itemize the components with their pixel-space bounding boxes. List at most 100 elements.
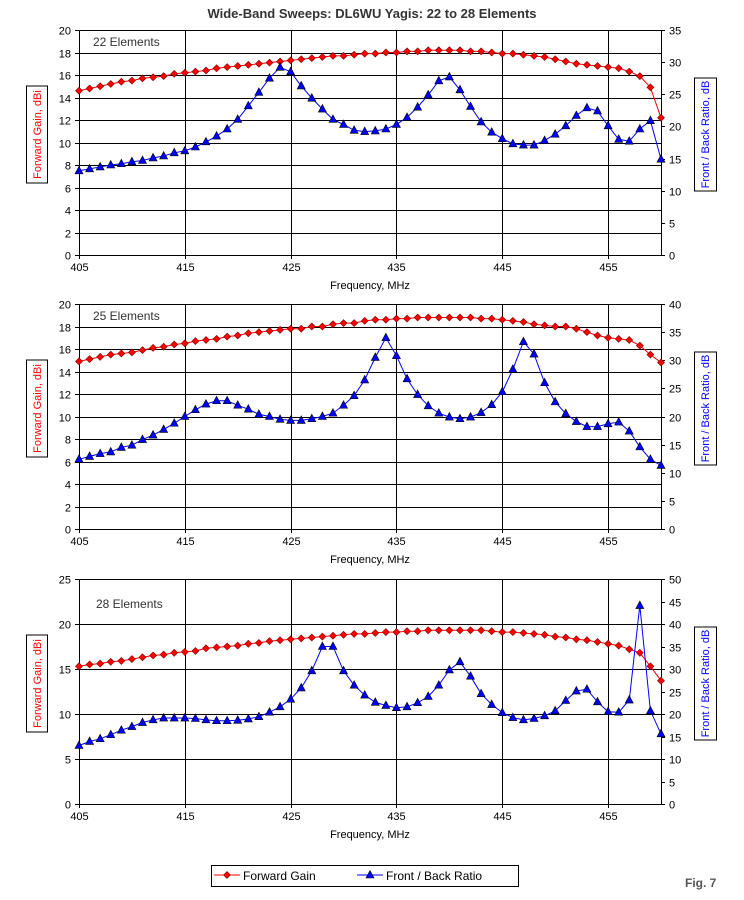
- y-left-tick-label: 0: [65, 525, 71, 537]
- data-point-gain: [530, 51, 538, 60]
- data-point-fb: [370, 697, 380, 706]
- y-left-tick-label: 0: [65, 251, 71, 263]
- y-right-tick-label: 20: [669, 122, 681, 134]
- y-right-tick-label: 30: [669, 665, 681, 677]
- data-point-fb: [466, 101, 476, 110]
- y-left-tick-label: 6: [65, 458, 71, 470]
- data-point-gain: [360, 316, 369, 325]
- data-point-gain: [180, 647, 189, 656]
- figure-label: Fig. 7: [685, 876, 717, 890]
- data-point-fb: [243, 713, 253, 723]
- data-point-fb: [529, 348, 539, 358]
- data-point-gain: [413, 47, 422, 56]
- data-point-gain: [117, 656, 126, 665]
- data-point-gain: [424, 46, 433, 55]
- y-right-tick-label: 35: [669, 26, 681, 38]
- data-point-gain: [561, 57, 570, 66]
- chart-panel-1: 0 2 4 6 8 10 12 14 16 18 20 0 5 10 15 20 25 30 35 405 415 425…: [26, 26, 717, 292]
- data-point-fb: [254, 87, 264, 96]
- data-point-gain: [329, 320, 337, 329]
- data-point-fb: [127, 440, 137, 449]
- legend: Forward Gain Front / Back Ratio: [211, 865, 519, 887]
- y-left-tick-label: 10: [59, 710, 71, 722]
- data-point-fb: [508, 364, 518, 373]
- data-point-fb: [582, 421, 592, 430]
- data-point-gain: [159, 342, 168, 351]
- y-left-title-box: [26, 359, 48, 458]
- data-point-gain: [456, 626, 464, 635]
- data-point-gain: [350, 50, 359, 59]
- x-axis-title: Frequency, MHz: [330, 554, 410, 566]
- data-point-gain: [85, 660, 94, 669]
- data-point-gain: [212, 334, 221, 343]
- data-point-fb: [180, 712, 190, 722]
- data-point-fb: [317, 103, 327, 113]
- x-tick-label: 425: [282, 262, 300, 274]
- data-point-gain: [445, 626, 454, 635]
- data-point-gain: [307, 322, 316, 331]
- data-point-gain: [233, 62, 242, 70]
- data-point-fb: [444, 71, 454, 81]
- data-point-fb: [137, 155, 147, 164]
- data-point-gain: [508, 316, 517, 325]
- data-point-fb: [328, 641, 338, 650]
- data-point-gain: [508, 49, 517, 58]
- data-point-fb: [381, 700, 391, 709]
- data-point-fb: [413, 697, 423, 707]
- data-point-fb: [212, 395, 222, 405]
- data-point-fb: [391, 119, 401, 128]
- data-point-fb: [74, 165, 84, 175]
- series-forward-gain: [75, 626, 665, 685]
- data-point-fb: [635, 600, 645, 609]
- data-point-fb: [116, 442, 126, 451]
- y-left-tick-label: 12: [59, 116, 71, 128]
- data-point-fb: [307, 93, 317, 102]
- x-tick-label: 415: [176, 536, 194, 548]
- x-tick-label: 455: [599, 811, 617, 823]
- data-point-fb: [370, 352, 380, 361]
- y-left-tick-label: 12: [59, 390, 71, 402]
- data-point-fb: [275, 414, 285, 423]
- data-point-fb: [95, 733, 105, 743]
- data-point-gain: [254, 59, 263, 68]
- data-point-fb: [455, 84, 465, 94]
- data-point-fb: [137, 434, 147, 443]
- data-point-fb: [360, 126, 370, 135]
- data-point-fb: [624, 425, 634, 435]
- data-point-fb: [159, 712, 169, 722]
- data-point-fb: [635, 441, 645, 451]
- data-point-fb: [95, 448, 105, 457]
- legend-gain-label: Forward Gain: [243, 869, 316, 883]
- data-point-fb: [169, 418, 179, 427]
- data-point-gain: [244, 329, 253, 338]
- data-point-fb: [571, 685, 581, 695]
- data-point-gain: [657, 358, 665, 367]
- data-point-fb: [582, 102, 592, 112]
- data-point-fb: [529, 713, 539, 722]
- data-point-fb: [286, 694, 296, 703]
- data-point-gain: [551, 55, 560, 64]
- x-tick-label: 415: [176, 262, 194, 274]
- data-point-fb: [212, 130, 222, 140]
- data-point-gain: [170, 340, 179, 349]
- data-point-gain: [424, 626, 433, 635]
- data-point-fb: [317, 641, 327, 650]
- data-point-gain: [96, 659, 105, 668]
- panel-label-bg: [80, 305, 185, 325]
- data-point-gain: [318, 322, 327, 331]
- data-point-fb: [603, 418, 613, 428]
- data-point-gain: [604, 639, 613, 648]
- data-point-gain: [551, 322, 560, 331]
- data-point-gain: [329, 631, 337, 640]
- data-point-fb: [159, 424, 169, 433]
- y-right-tick-label: 5: [669, 778, 675, 790]
- x-tick-label: 455: [599, 536, 617, 548]
- data-point-gain: [254, 328, 263, 337]
- data-point-fb: [254, 409, 264, 418]
- data-point-fb: [624, 694, 634, 704]
- panel-label: 25 Elements: [93, 309, 160, 323]
- data-point-gain: [191, 647, 200, 655]
- x-tick-label: 445: [493, 536, 511, 548]
- data-point-gain: [75, 662, 83, 671]
- data-point-gain: [434, 46, 443, 55]
